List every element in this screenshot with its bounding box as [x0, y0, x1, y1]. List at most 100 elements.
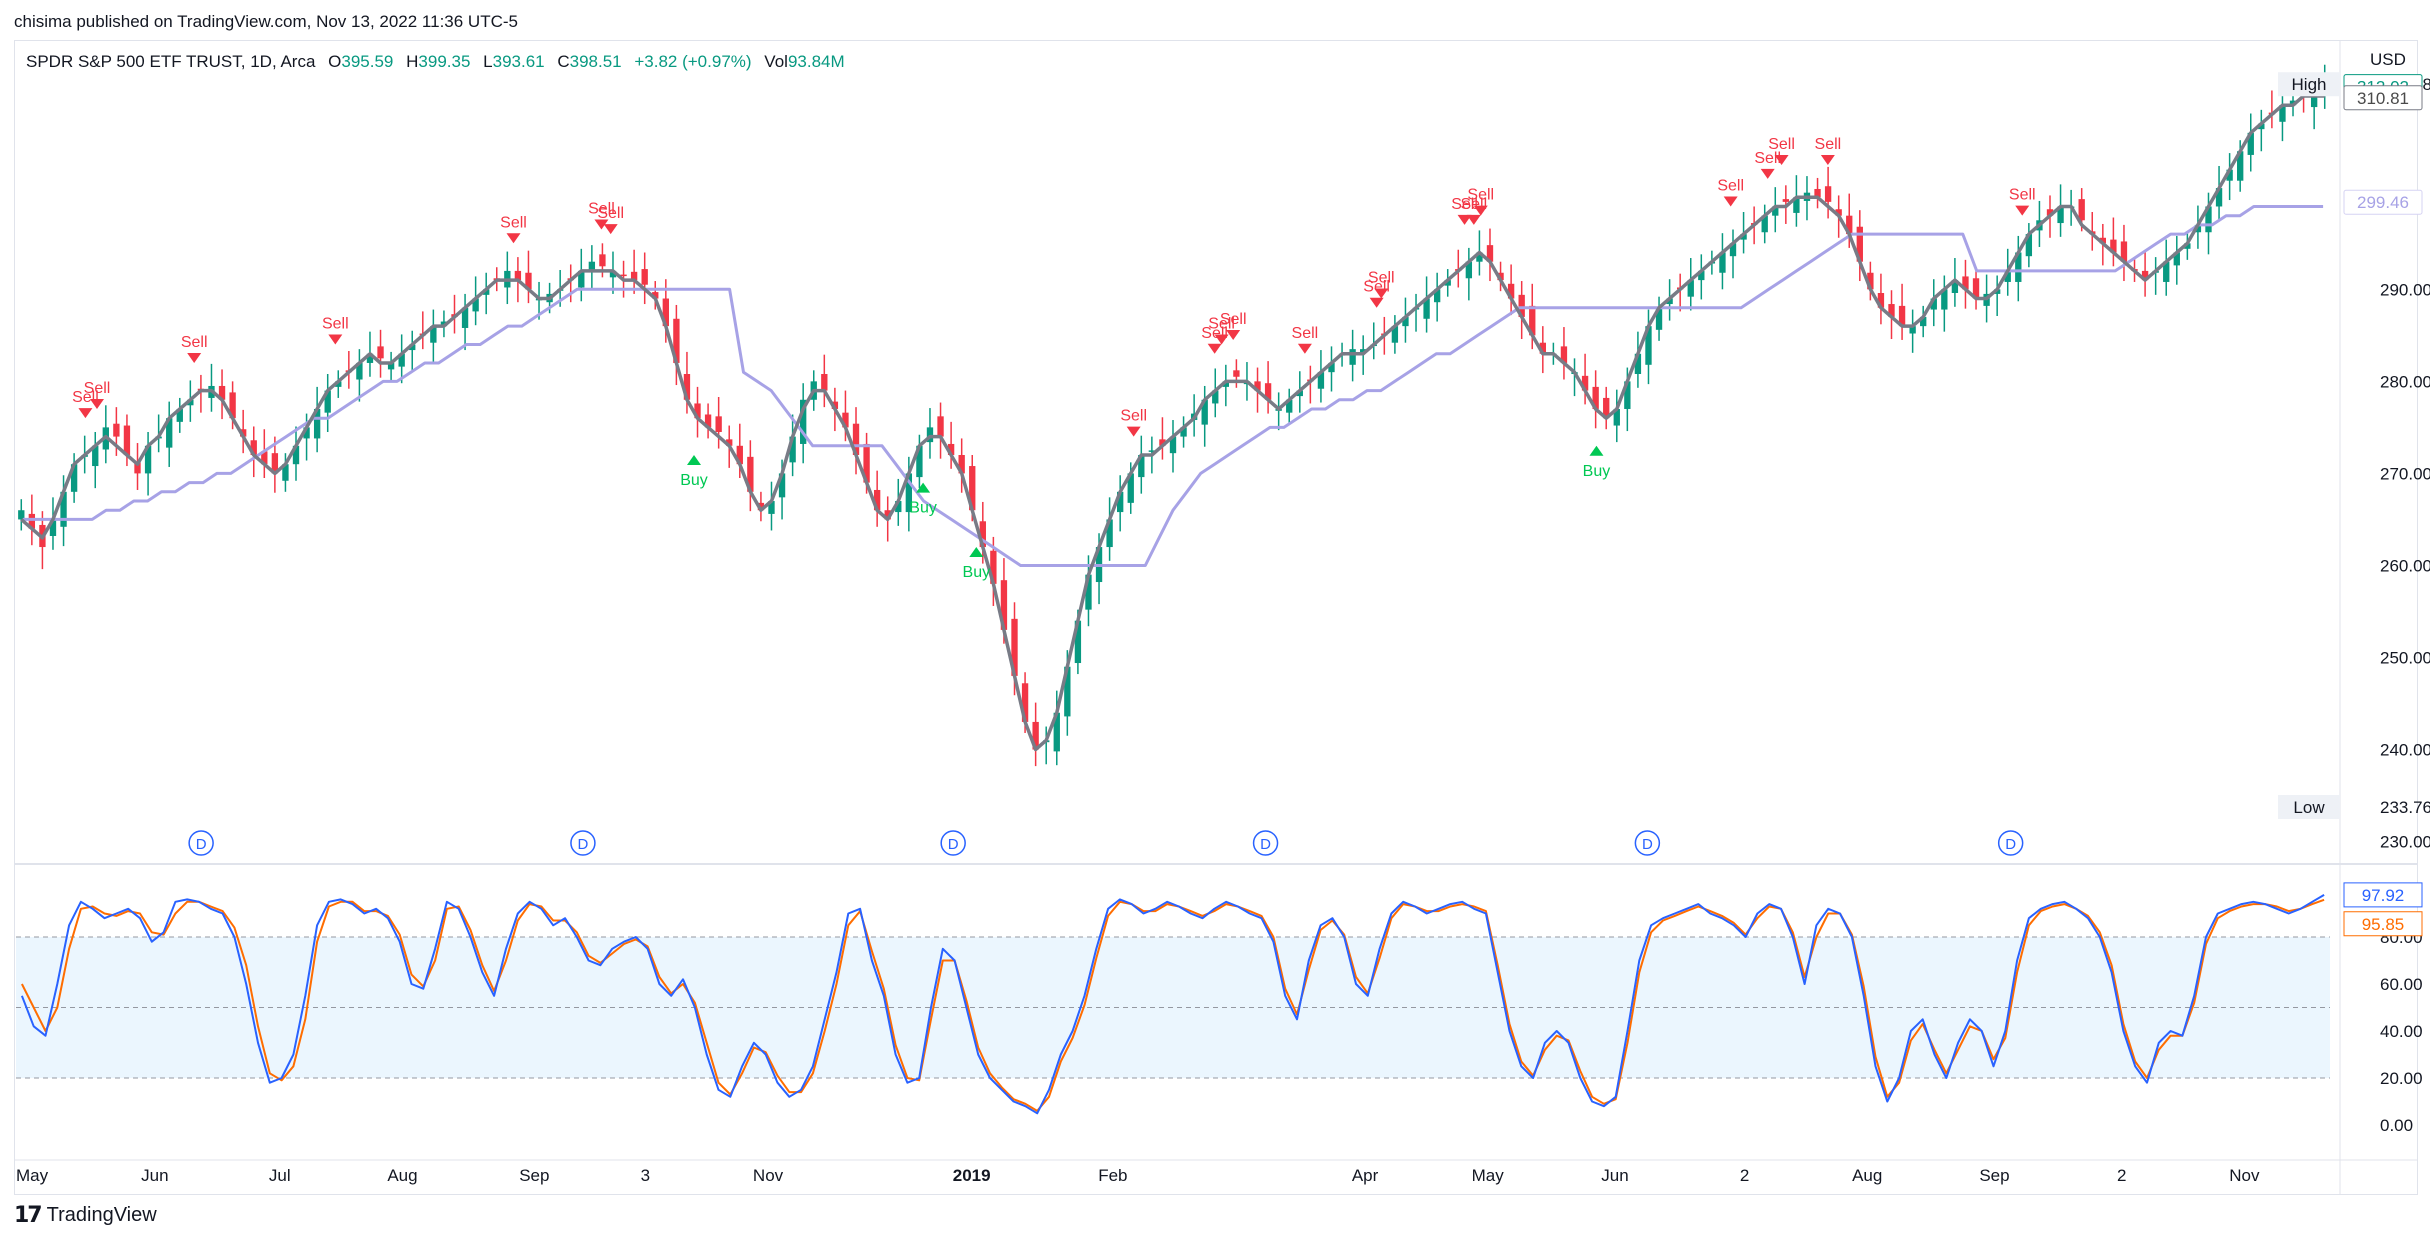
- candle-body: [166, 418, 173, 448]
- candle-body: [947, 443, 955, 455]
- candle-body: [49, 519, 57, 536]
- candle: [1402, 297, 1409, 343]
- stoch-tick-label: 40.00: [2380, 1022, 2423, 1041]
- candle-body: [2226, 169, 2233, 181]
- candle: [2015, 235, 2022, 302]
- legend-vol-label: Vol: [764, 52, 788, 71]
- candle: [1814, 177, 1821, 209]
- candle: [1391, 315, 1399, 354]
- dividend-marker-label: D: [1642, 836, 1653, 853]
- candle-body: [1941, 289, 1948, 310]
- candle-body: [1962, 276, 1969, 290]
- candle-body: [652, 292, 659, 299]
- sell-signal-label: Sell: [597, 205, 624, 222]
- candle-body: [218, 385, 226, 400]
- candle: [2268, 90, 2276, 129]
- dividend-marker-label: D: [948, 836, 959, 853]
- sell-arrow-icon: [1820, 155, 1835, 166]
- candle-body: [1719, 252, 1726, 273]
- candle-body: [1888, 304, 1895, 317]
- candle-body: [261, 451, 268, 465]
- candle: [1645, 309, 1652, 385]
- sell-arrow-icon: [1126, 426, 1141, 437]
- candle-body: [2110, 239, 2117, 253]
- price-tick-label: 270.00: [2380, 464, 2430, 483]
- candle-body: [398, 353, 405, 367]
- candle: [1655, 296, 1663, 341]
- candle: [1634, 331, 1642, 388]
- candle: [2120, 224, 2128, 282]
- candle-body: [70, 464, 78, 492]
- candle: [1972, 267, 1980, 310]
- candle: [800, 383, 807, 464]
- legend-close-label: C: [557, 52, 570, 71]
- candle: [683, 351, 691, 414]
- sell-arrow-icon: [1214, 334, 1229, 345]
- candle: [2247, 113, 2254, 172]
- sell-signal-label: Sell: [84, 380, 111, 397]
- sell-arrow-icon: [1374, 288, 1389, 299]
- candle-body: [1581, 375, 1589, 391]
- candle-body: [1360, 349, 1367, 353]
- candle-body: [1201, 399, 1208, 425]
- candle: [2215, 165, 2223, 221]
- candle-body: [1127, 473, 1134, 503]
- sell-arrow-icon: [78, 408, 93, 419]
- candle-body: [240, 429, 247, 437]
- candle-body: [1286, 399, 1293, 413]
- candle: [1698, 254, 1705, 300]
- stop-last-label: 299.46: [2357, 193, 2409, 212]
- time-tick-label: Sep: [519, 1166, 549, 1185]
- candle: [852, 407, 860, 475]
- candle: [271, 436, 279, 493]
- candle-body: [1497, 272, 1504, 281]
- candle: [166, 401, 173, 467]
- sell-signal-label: Sell: [2009, 187, 2036, 204]
- candle-body: [1317, 372, 1325, 389]
- stop-last-label-box: [2343, 189, 2423, 215]
- candle-body: [1846, 215, 1853, 235]
- candle-body: [1613, 408, 1620, 426]
- sell-arrow-icon: [1466, 214, 1481, 225]
- candle-body: [1349, 349, 1356, 365]
- candle-body: [958, 455, 965, 474]
- candle-body: [1138, 455, 1145, 478]
- candle: [1687, 258, 1694, 311]
- candle-body: [1222, 381, 1230, 387]
- candle-body: [1074, 620, 1082, 664]
- candle-body: [1877, 293, 1885, 308]
- candle: [747, 440, 754, 512]
- candle: [387, 351, 395, 381]
- buy-signal-label: Buy: [680, 472, 708, 489]
- price-tick-label: 250.00: [2380, 649, 2430, 668]
- chart-frame: [14, 40, 2418, 1195]
- candle: [937, 402, 944, 459]
- candle-body: [1824, 186, 1832, 202]
- candle: [472, 276, 479, 326]
- candle-body: [282, 464, 289, 481]
- candle: [1412, 293, 1420, 332]
- sell-signal-label: Sell: [322, 316, 349, 333]
- candle: [1603, 386, 1610, 430]
- candle: [1613, 389, 1620, 443]
- sell-arrow-icon: [1774, 155, 1789, 166]
- candle-body: [694, 403, 701, 419]
- candle: [1772, 187, 1779, 233]
- candle-body: [1000, 580, 1008, 630]
- candle: [1877, 273, 1885, 325]
- sell-signal-label: Sell: [1120, 408, 1147, 425]
- buy-signal-label: Buy: [909, 500, 937, 517]
- sell-signal-label: Sell: [1451, 196, 1478, 213]
- candle-body: [271, 453, 279, 474]
- candle-body: [2194, 224, 2202, 233]
- candle-body: [1465, 261, 1473, 279]
- candle: [652, 281, 659, 310]
- candle-body: [821, 374, 828, 391]
- sell-arrow-icon: [1473, 205, 1488, 216]
- candle: [1433, 272, 1441, 322]
- candle: [1116, 475, 1124, 532]
- candle-body: [778, 473, 786, 498]
- candle-body: [113, 423, 120, 437]
- dividend-marker-icon: [1252, 830, 1279, 856]
